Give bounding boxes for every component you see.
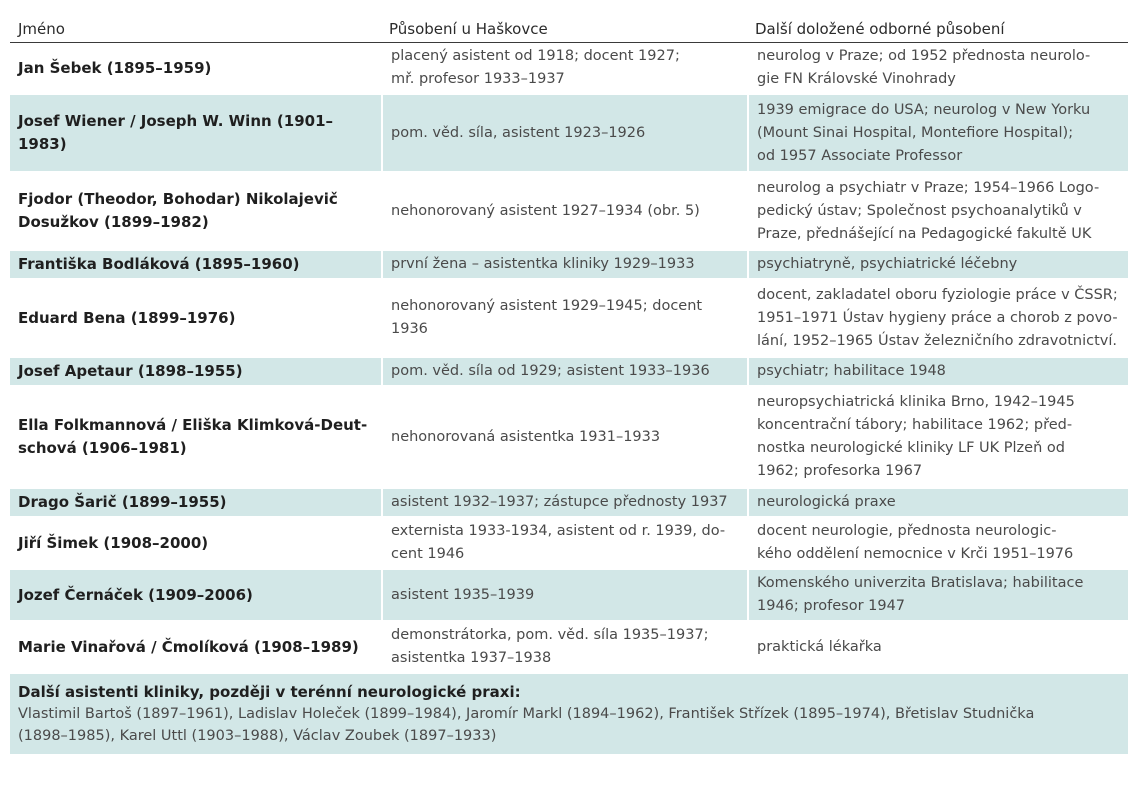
role-cell: placený asistent od 1918; docent 1927; mř… [381, 43, 747, 95]
other-line: neurolog v Praze; od 1952 přednosta neur… [757, 48, 1091, 64]
role-line: mř. profesor 1933–1937 [391, 71, 565, 87]
name-line: schová (1906–1981) [18, 439, 187, 457]
role-cell: externista 1933-1934, asistent od r. 193… [381, 518, 747, 570]
other-line: 1946; profesor 1947 [757, 598, 906, 614]
role-cell: pom. věd. síla, asistent 1923–1926 [381, 95, 747, 173]
other-line: neurolog a psychiatr v Praze; 1954–1966 … [757, 179, 1100, 196]
other-cell: docent neurologie, přednosta neurologic-… [747, 518, 1128, 570]
other-cell: neurolog a psychiatr v Praze; 1954–1966 … [747, 173, 1128, 251]
table-row: Františka Bodláková (1895–1960) první že… [10, 251, 1128, 280]
role-line: externista 1933-1934, asistent od r. 193… [391, 523, 726, 539]
role-cell: demonstrátorka, pom. věd. síla 1935–1937… [381, 622, 747, 674]
role-line: cent 1946 [391, 546, 465, 562]
other-line: Komenského univerzita Bratislava; habili… [757, 575, 1084, 591]
role-line: demonstrátorka, pom. věd. síla 1935–1937… [391, 627, 709, 643]
table-row: Drago Šarič (1899–1955) asistent 1932–19… [10, 489, 1128, 518]
person-name: Josef Wiener / Joseph W. Winn (1901–1983… [10, 95, 381, 173]
role-cell: nehonorovaný asistent 1929–1945; docent 1… [381, 280, 747, 358]
role-line: první žena – asistentka kliniky 1929–193… [391, 256, 695, 272]
table-row: Jan Šebek (1895–1959) placený asistent o… [10, 43, 1128, 95]
other-line: 1951–1971 Ústav hygieny práce a chorob z… [757, 309, 1118, 326]
other-line: (Mount Sinai Hospital, Montefiore Hospit… [757, 124, 1074, 141]
role-line: 1936 [391, 321, 428, 337]
footer-line: (1898–1985), Karel Uttl (1903–1988), Vác… [18, 728, 497, 744]
name-line: Dosužkov (1899–1982) [18, 213, 209, 231]
other-line: psychiatr; habilitace 1948 [757, 363, 946, 379]
role-cell: pom. věd. síla od 1929; asistent 1933–19… [381, 358, 747, 387]
assistants-table: Jméno Působení u Haškovce Další doložené… [10, 13, 1128, 756]
other-line: nostka neurologické kliniky LF UK Plzeň … [757, 440, 1065, 456]
table-row: Eduard Bena (1899–1976) nehonorovaný asi… [10, 280, 1128, 358]
name-line: Ella Folkmannová / Eliška Klimková-Deut- [18, 416, 368, 434]
other-cell: neurolog v Praze; od 1952 přednosta neur… [747, 43, 1128, 95]
other-line: praktická lékařka [757, 638, 882, 655]
table-row: Jiří Šimek (1908–2000) externista 1933-1… [10, 518, 1128, 570]
role-cell: nehonorovaný asistent 1927–1934 (obr. 5) [381, 173, 747, 251]
other-line: neurologická praxe [757, 494, 896, 510]
footer-line: Vlastimil Bartoš (1897–1961), Ladislav H… [18, 706, 1035, 722]
person-name: Marie Vinařová / Čmolíková (1908–1989) [10, 622, 381, 674]
other-line: koncentrační tábory; habilitace 1962; př… [757, 417, 1073, 433]
role-line: asistent 1935–1939 [391, 586, 535, 603]
footer-text: Vlastimil Bartoš (1897–1961), Ladislav H… [18, 703, 1120, 747]
person-name: Eduard Bena (1899–1976) [10, 280, 381, 358]
name-line: Fjodor (Theodor, Bohodar) Nikolajevič [18, 190, 338, 208]
table-header: Jméno Působení u Haškovce Další doložené… [10, 13, 1128, 43]
role-line: nehonorovaný asistent 1929–1945; docent [391, 298, 703, 314]
other-line: neuropsychiatrická klinika Brno, 1942–19… [757, 394, 1075, 410]
other-line: 1939 emigrace do USA; neurolog v New Yor… [757, 101, 1091, 118]
other-line: psychiatryně, psychiatrické léčebny [757, 256, 1018, 272]
header-role: Působení u Haškovce [381, 13, 747, 43]
other-cell: psychiatryně, psychiatrické léčebny [747, 251, 1128, 280]
footer-row: Další asistenti kliniky, později v terén… [10, 674, 1128, 756]
role-cell: nehonorovaná asistentka 1931–1933 [381, 387, 747, 489]
other-cell: praktická lékařka [747, 622, 1128, 674]
person-name: Jiří Šimek (1908–2000) [10, 518, 381, 570]
other-cell: Komenského univerzita Bratislava; habili… [747, 570, 1128, 622]
person-name: Jozef Černáček (1909–2006) [10, 570, 381, 622]
other-line: docent neurologie, přednosta neurologic- [757, 523, 1057, 539]
other-cell: neurologická praxe [747, 489, 1128, 518]
person-name: Jan Šebek (1895–1959) [10, 43, 381, 95]
other-line: Praze, přednášející na Pedagogické fakul… [757, 225, 1092, 242]
role-line: pom. věd. síla, asistent 1923–1926 [391, 124, 646, 141]
person-name: Fjodor (Theodor, Bohodar) Nikolajevič Dos… [10, 173, 381, 251]
role-cell: asistent 1932–1937; zástupce přednosty 1… [381, 489, 747, 518]
footer-title: Další asistenti kliniky, později v terén… [18, 683, 521, 701]
other-line: od 1957 Associate Professor [757, 147, 963, 164]
role-line: nehonorovaný asistent 1927–1934 (obr. 5) [391, 202, 700, 219]
table-row: Marie Vinařová / Čmolíková (1908–1989) d… [10, 622, 1128, 674]
person-name: Josef Apetaur (1898–1955) [10, 358, 381, 387]
table-row: Jozef Černáček (1909–2006) asistent 1935… [10, 570, 1128, 622]
other-cell: 1939 emigrace do USA; neurolog v New Yor… [747, 95, 1128, 173]
person-name: Drago Šarič (1899–1955) [10, 489, 381, 518]
header-other: Další doložené odborné působení [747, 13, 1128, 43]
table-row: Fjodor (Theodor, Bohodar) Nikolajevič Dos… [10, 173, 1128, 251]
role-line: pom. věd. síla od 1929; asistent 1933–19… [391, 363, 710, 379]
role-line: asistentka 1937–1938 [391, 650, 552, 666]
other-cell: neuropsychiatrická klinika Brno, 1942–19… [747, 387, 1128, 489]
role-cell: asistent 1935–1939 [381, 570, 747, 622]
person-name: Františka Bodláková (1895–1960) [10, 251, 381, 280]
other-line: pedický ústav; Společnost psychoanalytik… [757, 202, 1082, 219]
role-cell: první žena – asistentka kliniky 1929–193… [381, 251, 747, 280]
person-name: Ella Folkmannová / Eliška Klimková-Deut-… [10, 387, 381, 489]
other-line: gie FN Královské Vinohrady [757, 71, 956, 87]
header-name: Jméno [10, 13, 381, 43]
role-line: asistent 1932–1937; zástupce přednosty 1… [391, 494, 728, 510]
role-line: nehonorovaná asistentka 1931–1933 [391, 428, 661, 445]
table-row: Ella Folkmannová / Eliška Klimková-Deut-… [10, 387, 1128, 489]
other-line: 1962; profesorka 1967 [757, 463, 923, 479]
table-row: Josef Wiener / Joseph W. Winn (1901–1983… [10, 95, 1128, 173]
other-line: kého oddělení nemocnice v Krči 1951–1976 [757, 546, 1074, 562]
other-line: lání, 1952–1965 Ústav železničního zdrav… [757, 332, 1118, 349]
other-line: docent, zakladatel oboru fyziologie prác… [757, 286, 1118, 303]
footer-cell: Další asistenti kliniky, později v terén… [10, 674, 1128, 756]
role-line: placený asistent od 1918; docent 1927; [391, 48, 680, 64]
other-cell: psychiatr; habilitace 1948 [747, 358, 1128, 387]
other-cell: docent, zakladatel oboru fyziologie prác… [747, 280, 1128, 358]
table-row: Josef Apetaur (1898–1955) pom. věd. síla… [10, 358, 1128, 387]
